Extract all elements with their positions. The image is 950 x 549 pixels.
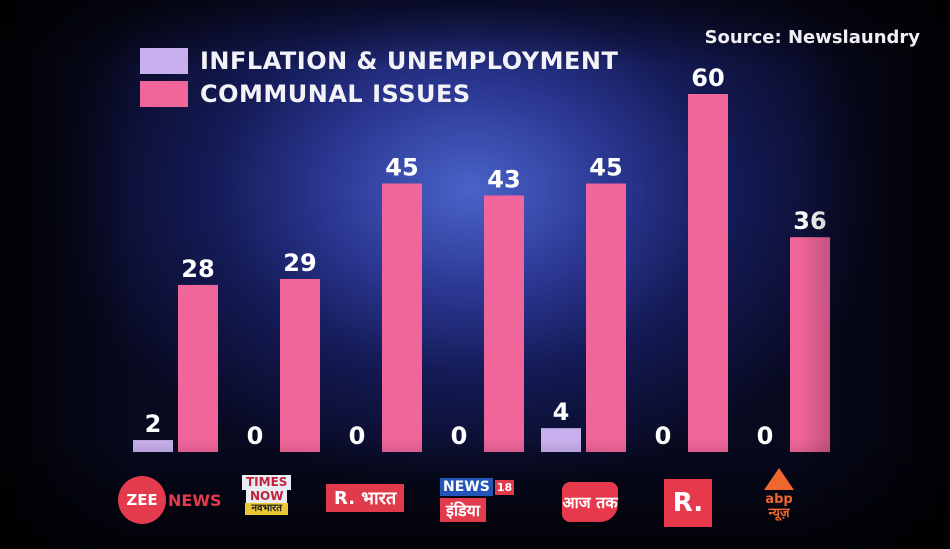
value-label-inflation-2: 0 xyxy=(349,422,366,450)
value-label-inflation-5: 0 xyxy=(655,422,672,450)
bar-inflation-4 xyxy=(541,428,581,452)
zee-news-logo: ZEE NEWS xyxy=(118,476,222,524)
channel-logos: ZEE NEWS TIMES NOW नवभारत R. भारत NEWS 1… xyxy=(0,468,950,538)
legend-swatch-communal xyxy=(140,80,188,107)
value-label-communal-6: 36 xyxy=(793,207,826,235)
value-label-communal-0: 28 xyxy=(181,255,214,283)
bar-communal-4 xyxy=(586,183,626,452)
legend-label-inflation: INFLATION & UNEMPLOYMENT xyxy=(200,46,619,75)
news18-india: इंडिया xyxy=(440,498,486,522)
abp-news-logo: abp न्यूज़ xyxy=(764,468,794,521)
bar-communal-2 xyxy=(382,183,422,452)
legend-item-inflation: INFLATION & UNEMPLOYMENT xyxy=(140,44,618,77)
value-label-communal-4: 45 xyxy=(589,154,622,182)
chart-legend: INFLATION & UNEMPLOYMENT COMMUNAL ISSUES xyxy=(140,44,618,110)
news18-india-logo: NEWS 18 इंडिया xyxy=(440,478,515,522)
legend-swatch-inflation xyxy=(140,47,188,74)
abp-line2: न्यूज़ xyxy=(768,506,790,521)
value-label-communal-5: 60 xyxy=(691,64,724,92)
republic-logo: R. xyxy=(664,479,712,527)
bar-communal-3 xyxy=(484,195,524,452)
value-label-inflation-1: 0 xyxy=(247,422,264,450)
times-line2: NOW xyxy=(245,490,288,503)
times-line3: नवभारत xyxy=(245,503,288,515)
bar-communal-0 xyxy=(178,284,218,452)
aaj-tak-logo: आज तक xyxy=(562,482,618,522)
news18-news: NEWS xyxy=(440,478,493,496)
value-label-inflation-4: 4 xyxy=(553,398,570,426)
source-credit: Source: Newslaundry xyxy=(704,27,920,48)
value-label-inflation-0: 2 xyxy=(145,410,162,438)
legend-label-communal: COMMUNAL ISSUES xyxy=(200,79,471,108)
times-line1: TIMES xyxy=(242,475,292,490)
bar-inflation-0 xyxy=(133,440,173,452)
value-label-communal-1: 29 xyxy=(283,249,316,277)
legend-item-communal: COMMUNAL ISSUES xyxy=(140,77,618,110)
times-now-navbharat-logo: TIMES NOW नवभारत xyxy=(242,475,292,515)
bar-communal-1 xyxy=(280,278,320,452)
value-label-communal-3: 43 xyxy=(487,165,520,193)
bar-communal-5 xyxy=(688,94,728,452)
abp-triangle-icon xyxy=(764,468,794,490)
value-label-inflation-3: 0 xyxy=(451,422,468,450)
abp-line1: abp xyxy=(765,492,793,507)
bar-communal-6 xyxy=(790,237,830,452)
zee-word: NEWS xyxy=(168,490,222,510)
news18-number: 18 xyxy=(494,479,515,495)
r-bharat-logo: R. भारत xyxy=(326,484,405,512)
zee-mark: ZEE xyxy=(118,476,166,524)
value-label-inflation-6: 0 xyxy=(757,422,774,450)
value-label-communal-2: 45 xyxy=(385,154,418,182)
